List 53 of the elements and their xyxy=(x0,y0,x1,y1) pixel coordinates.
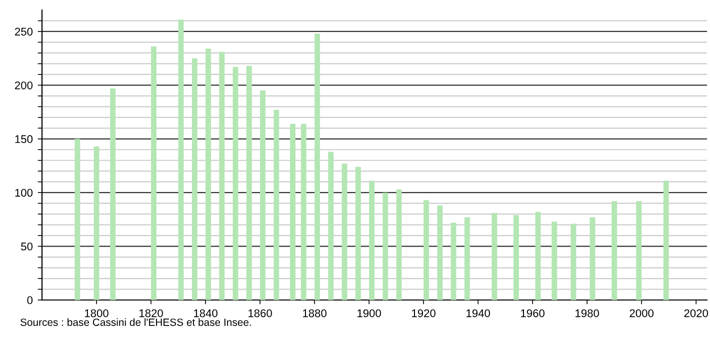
bar xyxy=(663,180,669,300)
bar xyxy=(535,212,541,300)
bar xyxy=(178,20,184,300)
x-tick-label: 2020 xyxy=(684,309,708,318)
bar xyxy=(590,217,596,300)
x-tick-label: 1860 xyxy=(248,309,272,318)
x-tick-label: 1820 xyxy=(140,309,163,318)
bar xyxy=(274,110,280,300)
x-tick-label: 1840 xyxy=(194,309,218,318)
bar xyxy=(74,138,80,300)
x-tick-label: 1800 xyxy=(85,309,108,318)
bar xyxy=(464,217,470,300)
y-tick-label: 150 xyxy=(15,135,33,144)
x-tick-label: 1940 xyxy=(466,309,490,318)
bar xyxy=(219,52,225,300)
bar xyxy=(552,222,558,300)
y-tick-label: 200 xyxy=(14,81,33,90)
bar xyxy=(513,215,519,300)
y-tick-label: 100 xyxy=(15,188,33,197)
bar xyxy=(260,90,266,300)
bar xyxy=(94,146,100,300)
bar xyxy=(246,66,252,300)
bar xyxy=(570,224,576,300)
bar xyxy=(612,201,618,300)
bar xyxy=(424,200,430,300)
x-tick-label: 1900 xyxy=(358,309,381,318)
bar xyxy=(110,88,116,300)
x-tick-label: 1880 xyxy=(303,309,326,318)
bar xyxy=(206,48,211,300)
bar xyxy=(232,66,238,300)
bar xyxy=(369,180,374,300)
bar xyxy=(437,205,443,300)
x-tick-label: 1960 xyxy=(521,309,544,318)
y-tick-label: 0 xyxy=(27,296,33,304)
bar xyxy=(382,192,388,300)
bar xyxy=(342,164,348,300)
bar xyxy=(314,34,320,300)
x-tick-label: 2000 xyxy=(630,309,654,318)
bar xyxy=(636,201,642,300)
bar xyxy=(328,152,334,300)
bar xyxy=(396,189,402,300)
bar xyxy=(300,124,306,300)
x-tick-label: 1920 xyxy=(412,309,436,318)
bar xyxy=(355,166,361,300)
bar xyxy=(151,46,156,300)
x-tick-label: 1980 xyxy=(576,309,600,318)
bar xyxy=(192,58,198,300)
y-tick-label: 50 xyxy=(21,242,33,250)
y-tick-label: 250 xyxy=(14,28,33,36)
bar xyxy=(290,124,296,300)
bar xyxy=(450,222,456,300)
source-note: Sources : base Cassini de l'EHESS et base Insee. xyxy=(20,318,251,326)
bar xyxy=(492,213,498,300)
